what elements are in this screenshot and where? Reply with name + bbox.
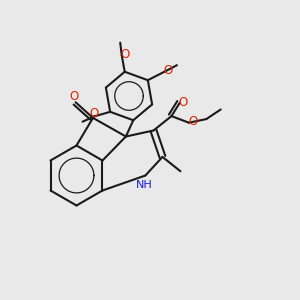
Text: O: O <box>89 107 99 120</box>
Text: O: O <box>70 90 79 104</box>
Text: O: O <box>121 48 130 61</box>
Text: O: O <box>163 64 172 77</box>
Text: NH: NH <box>136 179 152 190</box>
Text: O: O <box>188 115 198 128</box>
Text: O: O <box>178 95 188 109</box>
